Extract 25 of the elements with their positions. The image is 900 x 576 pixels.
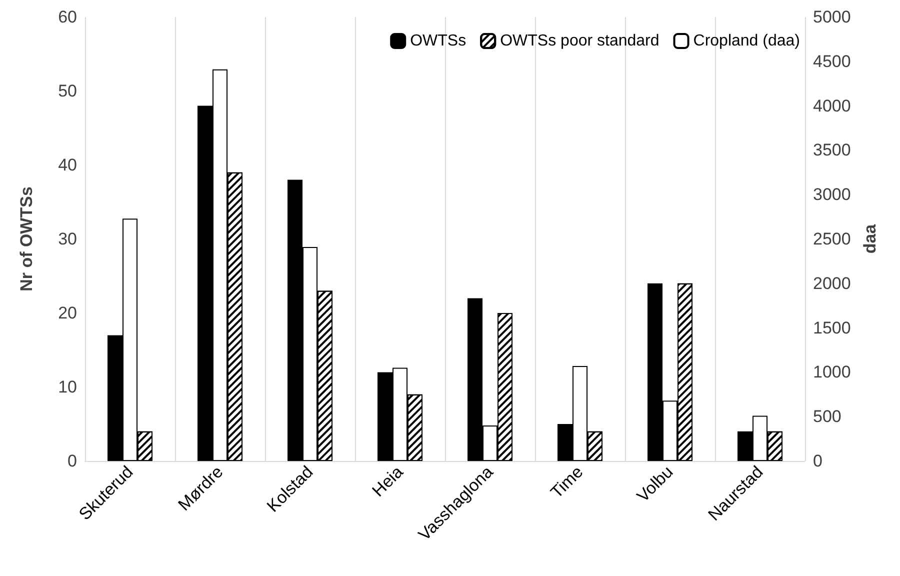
- y2-tick-label: 3500: [813, 140, 851, 160]
- y2-tick-label: 2000: [813, 274, 851, 293]
- y2-tick-label: 5000: [813, 8, 851, 26]
- x-tick-label: Heia: [368, 462, 408, 500]
- y2-tick-label: 500: [813, 407, 842, 426]
- x-tick-label: Time: [547, 462, 587, 502]
- y-tick-label: 40: [58, 156, 77, 174]
- y-tick-label: 10: [58, 378, 77, 396]
- y-tick-label: 50: [58, 82, 77, 100]
- legend-label: OWTSs: [410, 32, 466, 50]
- y-tick-label: 0: [68, 452, 77, 470]
- y-axis-title: Nr of OWTSs: [17, 186, 36, 292]
- y-tick-label: 60: [58, 8, 77, 26]
- y2-tick-label: 1000: [813, 362, 851, 382]
- y2-tick-label: 3000: [813, 185, 851, 204]
- y2-tick-label: 0: [813, 452, 822, 470]
- legend-label: OWTSs poor standard: [500, 32, 660, 50]
- y2-tick-label: 4000: [813, 96, 851, 116]
- legend-label: Cropland (daa): [693, 32, 800, 50]
- y-tick-label: 20: [58, 304, 77, 322]
- y2-tick-label: 2500: [813, 230, 851, 248]
- y-tick-label: 30: [58, 230, 77, 248]
- y2-tick-label: 1500: [813, 318, 851, 338]
- y2-axis-title: daa: [860, 224, 880, 254]
- y2-tick-label: 4500: [813, 52, 851, 71]
